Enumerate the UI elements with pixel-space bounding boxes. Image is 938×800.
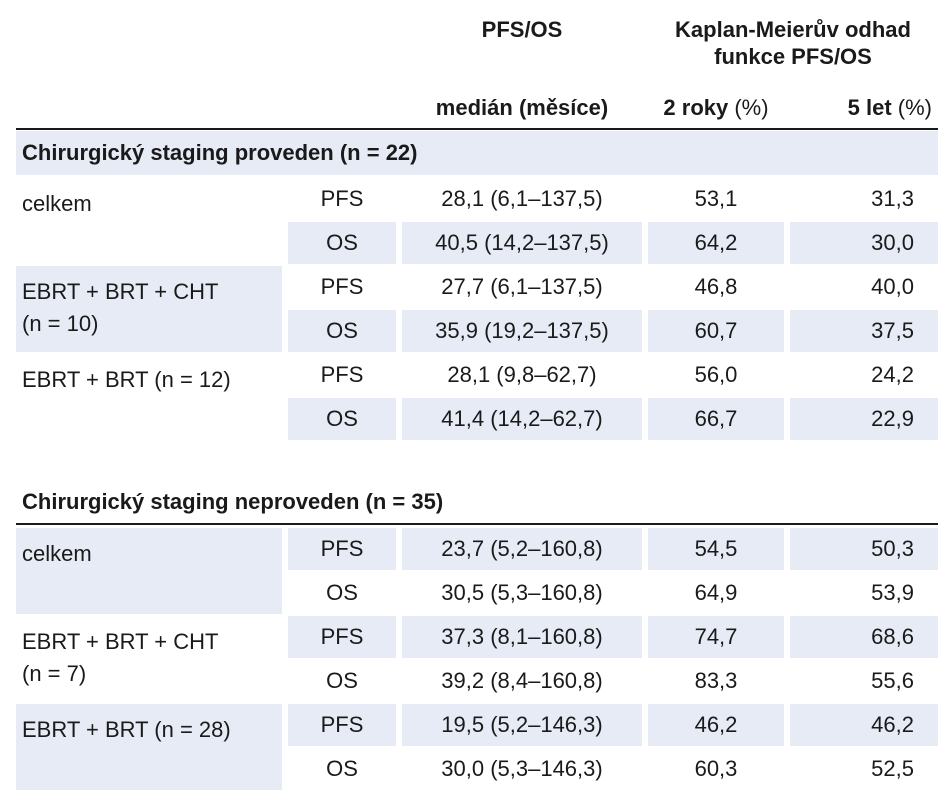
group-label-line1: EBRT + BRT (n = 12) xyxy=(22,367,231,392)
row-type: OS xyxy=(288,398,396,440)
row-median: 41,4 (14,2–62,7) xyxy=(402,398,642,440)
row-type: PFS xyxy=(288,704,396,746)
row-median: 30,5 (5,3–160,8) xyxy=(441,580,603,605)
header-2y-label: 2 roky xyxy=(663,95,729,120)
group-label: celkem xyxy=(16,528,282,614)
row-2y: 60,3 xyxy=(694,756,738,781)
row-2y: 66,7 xyxy=(648,398,784,440)
row-2y: 46,2 xyxy=(648,704,784,746)
header-km-title: Kaplan-Meierův odhad funkce PFS/OS xyxy=(675,17,911,69)
group-label: EBRT + BRT (n = 12) xyxy=(16,354,282,440)
row-median: 35,9 (19,2–137,5) xyxy=(402,310,642,352)
header-median: medián (měsíce) xyxy=(402,94,642,121)
row-type: OS xyxy=(326,756,358,781)
row-5y: 50,3 xyxy=(790,528,938,570)
section-title: Chirurgický staging neproveden (n = 35) xyxy=(16,480,938,524)
row-2y: 83,3 xyxy=(694,668,738,693)
header-median-unit: (měsíce) xyxy=(518,95,609,120)
row-5y: 22,9 xyxy=(790,398,938,440)
section-title-text: Chirurgický staging neproveden xyxy=(22,489,360,514)
header-pfs-os: PFS/OS xyxy=(481,17,563,42)
row-type: PFS xyxy=(288,528,396,570)
group-label-line1: celkem xyxy=(22,191,92,216)
header-2y-unit: (%) xyxy=(734,95,769,120)
survival-table: PFS/OS Kaplan-Meierův odhad funkce PFS/O… xyxy=(16,0,938,800)
row-2y: 60,7 xyxy=(648,310,784,352)
header-median-label: medián xyxy=(435,95,513,120)
group-label-line1: celkem xyxy=(22,541,92,566)
row-median: 37,3 (8,1–160,8) xyxy=(402,616,642,658)
group-label: celkem xyxy=(16,178,282,264)
row-5y: 24,2 xyxy=(871,362,914,387)
row-2y: 46,8 xyxy=(694,274,738,299)
row-median: 40,5 (14,2–137,5) xyxy=(402,222,642,264)
row-type: PFS xyxy=(320,186,364,211)
section-count: (n = 35) xyxy=(365,489,444,514)
header-rule xyxy=(16,128,938,130)
group-label: EBRT + BRT + CHT (n = 7) xyxy=(16,616,282,702)
row-median: 19,5 (5,2–146,3) xyxy=(402,704,642,746)
row-2y: 54,5 xyxy=(648,528,784,570)
row-median: 23,7 (5,2–160,8) xyxy=(402,528,642,570)
row-5y: 55,6 xyxy=(871,668,914,693)
row-5y: 30,0 xyxy=(790,222,938,264)
row-type: OS xyxy=(288,222,396,264)
header-2y: 2 roky (%) xyxy=(648,94,784,121)
row-type: OS xyxy=(288,310,396,352)
header-5y: 5 let (%) xyxy=(790,94,938,121)
header-5y-label: 5 let xyxy=(847,95,892,120)
row-median: 28,1 (6,1–137,5) xyxy=(441,186,603,211)
row-5y: 52,5 xyxy=(871,756,914,781)
row-type: OS xyxy=(326,668,358,693)
row-type: PFS xyxy=(320,274,364,299)
row-5y: 40,0 xyxy=(871,274,914,299)
header-5y-unit: (%) xyxy=(897,95,932,120)
row-2y: 64,9 xyxy=(694,580,738,605)
group-label-line1: EBRT + BRT (n = 28) xyxy=(22,717,231,742)
row-2y: 53,1 xyxy=(694,186,738,211)
row-median: 28,1 (9,8–62,7) xyxy=(447,362,597,387)
row-2y: 64,2 xyxy=(648,222,784,264)
row-type: PFS xyxy=(320,362,364,387)
group-label-line1: EBRT + BRT + CHT xyxy=(22,629,219,654)
section-title-text: Chirurgický staging proveden xyxy=(22,140,334,165)
group-label-line1: EBRT + BRT + CHT xyxy=(22,279,219,304)
row-type: OS xyxy=(326,580,358,605)
row-5y: 68,6 xyxy=(790,616,938,658)
row-2y: 74,7 xyxy=(648,616,784,658)
row-5y: 53,9 xyxy=(871,580,914,605)
group-label-line2: (n = 7) xyxy=(22,661,87,686)
section-title: Chirurgický staging proveden (n = 22) xyxy=(16,131,938,175)
group-label-line2: (n = 10) xyxy=(22,311,99,336)
section-rule xyxy=(16,523,938,525)
row-5y: 46,2 xyxy=(790,704,938,746)
group-label: EBRT + BRT (n = 28) xyxy=(16,704,282,790)
row-2y: 56,0 xyxy=(694,362,738,387)
row-5y: 31,3 xyxy=(871,186,914,211)
group-label: EBRT + BRT + CHT (n = 10) xyxy=(16,266,282,352)
row-median: 39,2 (8,4–160,8) xyxy=(441,668,603,693)
row-type: PFS xyxy=(288,616,396,658)
row-median: 30,0 (5,3–146,3) xyxy=(441,756,603,781)
row-median: 27,7 (6,1–137,5) xyxy=(441,274,603,299)
row-5y: 37,5 xyxy=(790,310,938,352)
section-count: (n = 22) xyxy=(339,140,418,165)
